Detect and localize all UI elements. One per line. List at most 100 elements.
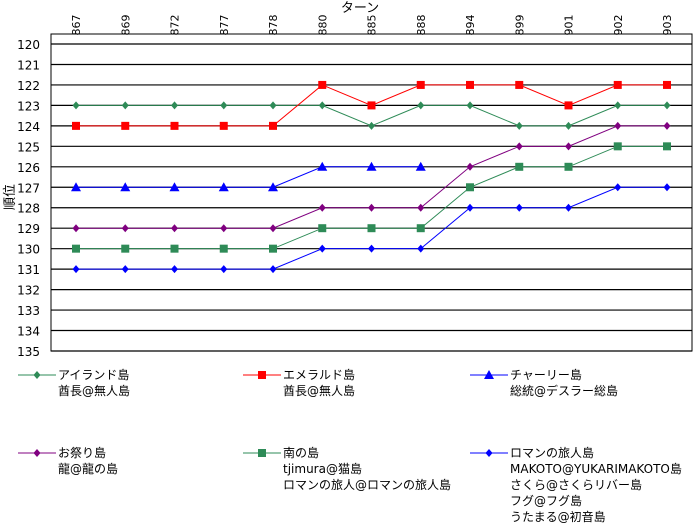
legend-member: ロマンの旅人@ロマンの旅人島 bbox=[283, 478, 452, 492]
data-point-diamond bbox=[515, 203, 523, 212]
x-tick-label: 899 bbox=[513, 15, 526, 36]
data-point-diamond bbox=[318, 101, 326, 110]
data-point-square bbox=[613, 80, 622, 89]
data-point-square bbox=[258, 371, 266, 379]
data-point-diamond bbox=[417, 203, 425, 212]
x-tick-label: 903 bbox=[661, 15, 674, 36]
y-tick-label: 129 bbox=[17, 222, 40, 236]
data-point-square bbox=[72, 121, 80, 130]
data-point-square bbox=[367, 224, 376, 233]
series-line bbox=[76, 166, 421, 188]
y-tick-label: 122 bbox=[17, 79, 40, 93]
legend-entry: チャーリー島総統@デスラー総島 bbox=[470, 367, 618, 399]
legend-member: フグ@フグ島 bbox=[510, 494, 583, 508]
data-point-diamond bbox=[220, 265, 228, 274]
data-point-square bbox=[269, 121, 277, 130]
legend-entry: エメラルド島 酋長@無人島 bbox=[243, 367, 355, 399]
data-point-square bbox=[564, 101, 573, 110]
data-point-square bbox=[466, 183, 474, 192]
legend-label: ロマンの旅人島 bbox=[510, 446, 595, 460]
data-point-square bbox=[367, 101, 376, 110]
legend-name-row: チャーリー島 bbox=[470, 367, 618, 383]
legend-swatch-icon bbox=[470, 370, 508, 379]
x-tick-label: 902 bbox=[612, 15, 625, 36]
data-point-square bbox=[258, 449, 266, 457]
legend-entry: アイランド島 酋長@無人島 bbox=[18, 367, 130, 399]
data-point-square bbox=[121, 244, 130, 253]
y-tick-label: 121 bbox=[17, 58, 40, 72]
data-point-square bbox=[564, 162, 573, 171]
x-tick-label: 901 bbox=[563, 15, 576, 36]
y-tick-label: 123 bbox=[17, 99, 40, 113]
x-tick-label: 867 bbox=[70, 15, 83, 36]
y-tick-label: 127 bbox=[17, 181, 40, 195]
x-tick-label: 872 bbox=[169, 15, 182, 36]
data-point-diamond bbox=[33, 371, 41, 379]
legend-swatch-icon bbox=[243, 449, 281, 457]
data-point-diamond bbox=[171, 224, 178, 233]
data-point-triangle bbox=[120, 182, 131, 192]
legend-member: MAKOTO@YUKARIMAKOTO島 bbox=[510, 462, 682, 476]
data-point-diamond bbox=[466, 162, 474, 171]
data-point-triangle bbox=[218, 182, 229, 192]
legend-name-row: エメラルド島 bbox=[243, 367, 355, 383]
legend-member: さくら@さくらリバー島 bbox=[510, 478, 643, 492]
legend-swatch-icon bbox=[470, 449, 508, 457]
data-point-square bbox=[269, 244, 277, 253]
y-tick-label: 128 bbox=[17, 202, 40, 216]
x-tick-label: 888 bbox=[415, 15, 428, 36]
y-tick-label: 132 bbox=[17, 284, 40, 298]
legend-member: 龍@龍の島 bbox=[58, 462, 119, 476]
data-point-diamond bbox=[121, 265, 129, 274]
data-point-diamond bbox=[663, 183, 671, 192]
data-point-square bbox=[663, 80, 671, 89]
data-point-square bbox=[318, 224, 327, 233]
data-point-diamond bbox=[614, 121, 622, 130]
legend-member: うたまる@初音島 bbox=[510, 510, 606, 524]
data-point-triangle bbox=[169, 182, 180, 192]
legend-member: 酋長@無人島 bbox=[58, 384, 131, 398]
data-point-square bbox=[121, 121, 130, 130]
data-point-square bbox=[416, 224, 425, 233]
legend-member: 酋長@無人島 bbox=[283, 384, 356, 398]
legend-swatch-icon bbox=[243, 371, 281, 379]
data-point-square bbox=[515, 162, 524, 171]
data-point-diamond bbox=[269, 265, 277, 274]
data-point-triangle bbox=[268, 182, 278, 192]
y-tick-label: 131 bbox=[17, 263, 40, 277]
data-point-diamond bbox=[220, 101, 228, 110]
data-point-diamond bbox=[121, 224, 129, 233]
x-tick-label: 878 bbox=[267, 15, 280, 36]
data-point-diamond bbox=[368, 121, 375, 130]
y-tick-label: 135 bbox=[17, 345, 40, 359]
legend-entry: 南の島 tjimura@猫島 ロマンの旅人@ロマンの旅人島 bbox=[243, 445, 451, 493]
legend-swatch-icon bbox=[18, 449, 56, 457]
y-tick-label: 120 bbox=[17, 38, 40, 52]
legend-name-row: お祭り島 bbox=[18, 445, 118, 461]
legend-name-row: 南の島 bbox=[243, 445, 451, 461]
x-axis-title: ターン bbox=[341, 1, 379, 16]
x-tick-label: 885 bbox=[366, 15, 379, 36]
legend-label: チャーリー島 bbox=[510, 368, 582, 382]
data-point-diamond bbox=[485, 449, 493, 457]
legend-label: エメラルド島 bbox=[283, 368, 356, 382]
data-point-square bbox=[170, 121, 179, 130]
data-point-diamond bbox=[466, 101, 474, 110]
data-point-square bbox=[515, 80, 524, 89]
legend-swatch-icon bbox=[18, 371, 56, 379]
y-tick-label: 130 bbox=[17, 243, 40, 257]
y-tick-label: 125 bbox=[17, 140, 40, 154]
y-axis-title: 順位 bbox=[3, 184, 18, 210]
data-point-diamond bbox=[33, 449, 41, 457]
x-tick-label: 877 bbox=[218, 15, 231, 36]
data-point-square bbox=[72, 244, 80, 253]
legend-member: 総統@デスラー総島 bbox=[510, 384, 619, 398]
data-point-triangle bbox=[484, 370, 494, 379]
data-point-diamond bbox=[466, 203, 474, 212]
data-point-diamond bbox=[515, 121, 523, 130]
data-point-diamond bbox=[171, 101, 178, 110]
data-point-diamond bbox=[72, 101, 80, 110]
data-point-square bbox=[219, 244, 228, 253]
data-point-diamond bbox=[614, 183, 622, 192]
data-point-diamond bbox=[171, 265, 178, 274]
